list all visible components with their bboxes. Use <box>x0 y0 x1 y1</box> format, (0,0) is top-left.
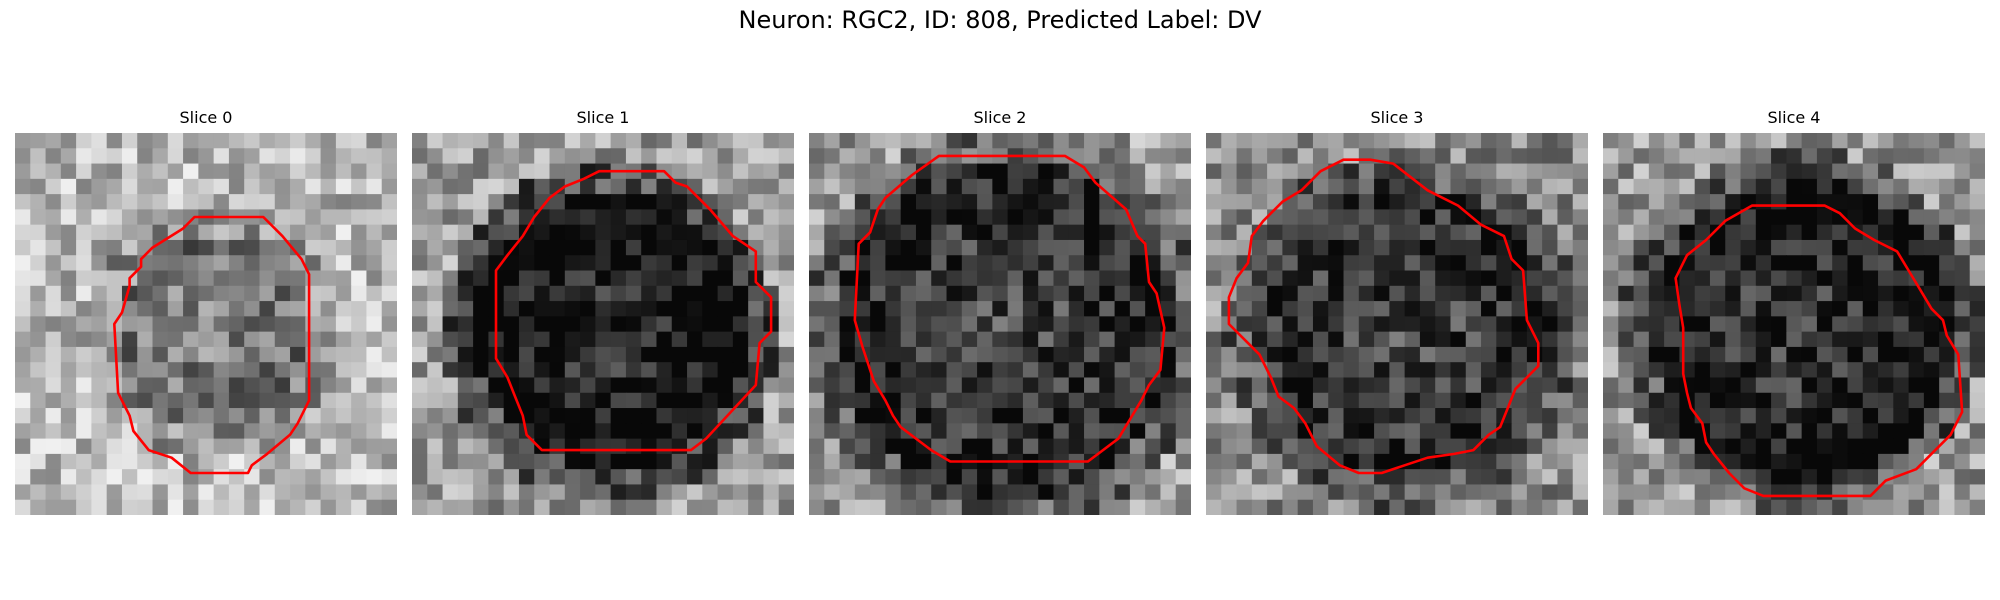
segmentation-contour <box>494 169 773 452</box>
slice-image <box>1206 133 1588 515</box>
slice-image <box>809 133 1191 515</box>
segmentation-contour <box>853 154 1166 463</box>
figure-title: Neuron: RGC2, ID: 808, Predicted Label: … <box>738 6 1262 34</box>
segmentation-contour <box>113 215 311 475</box>
slice-title: Slice 0 <box>179 108 233 127</box>
slice-image <box>1603 133 1985 515</box>
segmentation-contour <box>1227 158 1540 475</box>
slice-title: Slice 1 <box>576 108 630 127</box>
slice-title: Slice 4 <box>1767 108 1821 127</box>
slice-title: Slice 2 <box>973 108 1027 127</box>
slice-image <box>15 133 397 515</box>
segmentation-contour <box>1674 204 1964 498</box>
slice-image <box>412 133 794 515</box>
slice-title: Slice 3 <box>1370 108 1424 127</box>
